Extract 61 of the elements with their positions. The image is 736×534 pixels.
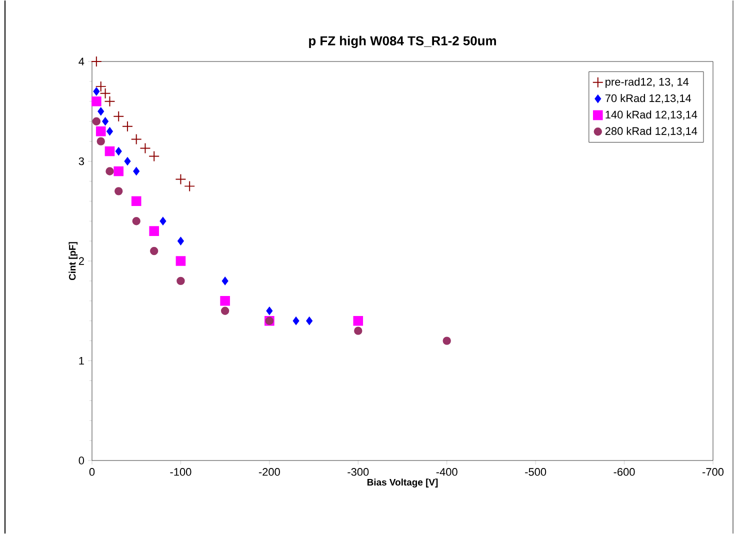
y-tick-label: 4	[78, 58, 84, 66]
point	[266, 306, 273, 315]
x-tick-label: -400	[436, 468, 458, 476]
legend-label: pre-rad12, 13, 14	[606, 78, 689, 88]
point	[122, 120, 133, 132]
point	[306, 316, 313, 325]
point	[114, 166, 124, 176]
legend-label: 140 kRad 12,13,14	[606, 110, 698, 120]
point	[150, 246, 158, 256]
point	[354, 326, 362, 335]
point	[96, 137, 105, 146]
point	[131, 196, 142, 206]
point	[220, 296, 230, 306]
point	[104, 146, 115, 156]
point	[114, 187, 123, 196]
x-tick-label: -500	[525, 468, 546, 476]
x-tick-label: -100	[170, 468, 192, 476]
point	[124, 157, 131, 166]
point	[133, 167, 140, 176]
x-tick-label: -200	[258, 468, 280, 476]
point	[292, 316, 300, 325]
point	[149, 226, 159, 236]
point	[176, 276, 185, 286]
point	[148, 150, 160, 162]
point	[113, 110, 124, 122]
x-tick-label: -700	[702, 468, 724, 476]
point	[106, 127, 113, 136]
y-axis-title: Cint [pF]	[68, 242, 78, 280]
y-tick-label: 1	[79, 356, 84, 365]
x-tick-label: -600	[614, 468, 635, 476]
point	[115, 147, 122, 156]
point	[130, 134, 142, 145]
point	[220, 306, 230, 315]
point	[92, 117, 101, 126]
y-tick-label: 3	[78, 157, 84, 166]
x-tick-label: -300	[348, 468, 369, 476]
point	[442, 336, 451, 345]
chart-title: p FZ high W084 TS_R1-2 50um	[309, 36, 496, 48]
x-axis-title: Bias Voltage [V]	[367, 478, 438, 488]
point	[222, 276, 228, 286]
point	[102, 117, 108, 126]
point	[92, 96, 102, 106]
point	[140, 142, 151, 154]
point	[160, 217, 166, 226]
x-tick-label: 0	[89, 468, 95, 476]
y-tick-label: 0	[78, 456, 84, 464]
point	[132, 217, 140, 226]
point	[98, 107, 104, 116]
legend-label: 280 kRad 12,13,14	[605, 126, 698, 136]
point	[176, 256, 186, 266]
point	[184, 180, 196, 192]
point	[106, 167, 114, 176]
point	[93, 87, 100, 96]
point	[353, 316, 364, 326]
point	[104, 96, 116, 107]
point	[96, 126, 106, 136]
y-tick-label: 2	[78, 257, 84, 265]
point	[178, 236, 184, 246]
legend-label: 70 kRad 12,13,14	[605, 94, 692, 104]
point	[90, 56, 102, 67]
point	[175, 174, 186, 185]
